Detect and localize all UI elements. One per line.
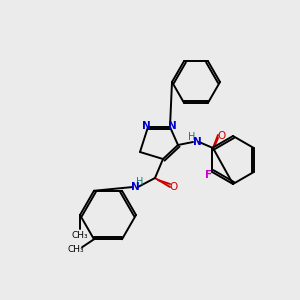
Text: CH₃: CH₃ [72, 230, 88, 239]
Text: H: H [188, 132, 196, 142]
Text: O: O [170, 182, 178, 192]
Text: N: N [193, 137, 201, 147]
Text: N: N [168, 121, 176, 131]
Text: N: N [142, 121, 150, 131]
Text: CH₃: CH₃ [68, 245, 84, 254]
Text: H: H [136, 177, 144, 187]
Text: O: O [217, 131, 225, 141]
Text: F: F [205, 170, 212, 180]
Text: N: N [130, 182, 140, 192]
